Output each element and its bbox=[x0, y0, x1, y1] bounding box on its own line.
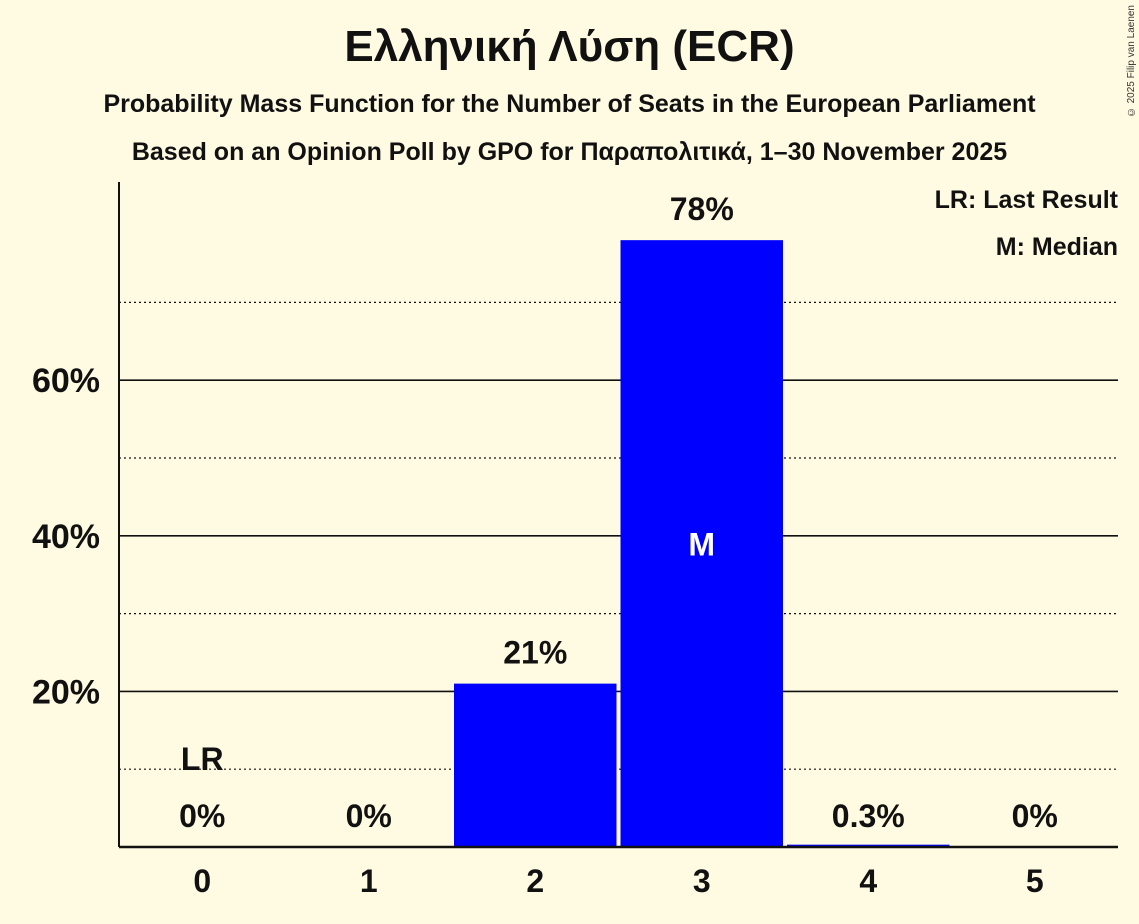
bar-value-label: 21% bbox=[503, 635, 567, 671]
x-tick-label: 3 bbox=[693, 863, 711, 899]
chart-title: Ελληνική Λύση (ECR) bbox=[344, 22, 795, 71]
x-tick-label: 5 bbox=[1026, 863, 1044, 899]
bar-value-label: 78% bbox=[670, 191, 734, 227]
legend-last-result: LR: Last Result bbox=[934, 186, 1118, 214]
chart-source: Based on an Opinion Poll by GPO for Παρα… bbox=[131, 138, 1008, 166]
x-tick-label: 1 bbox=[360, 863, 378, 899]
bar-value-label: 0% bbox=[179, 798, 225, 834]
last-result-marker: LR bbox=[181, 741, 224, 777]
y-tick-label: 20% bbox=[32, 673, 100, 711]
legend-median: M: Median bbox=[995, 233, 1118, 261]
bar bbox=[620, 240, 783, 847]
median-marker: M bbox=[688, 527, 715, 563]
y-tick-label: 40% bbox=[32, 518, 100, 556]
chart-subtitle: Probability Mass Function for the Number… bbox=[103, 90, 1036, 118]
bar-value-label: 0.3% bbox=[832, 798, 905, 834]
x-tick-label: 2 bbox=[526, 863, 544, 899]
y-tick-label: 60% bbox=[32, 362, 100, 400]
x-tick-label: 4 bbox=[859, 863, 877, 899]
bar-value-label: 0% bbox=[1012, 798, 1058, 834]
x-tick-label: 0 bbox=[193, 863, 211, 899]
bar bbox=[454, 683, 617, 847]
bar-value-label: 0% bbox=[346, 798, 392, 834]
